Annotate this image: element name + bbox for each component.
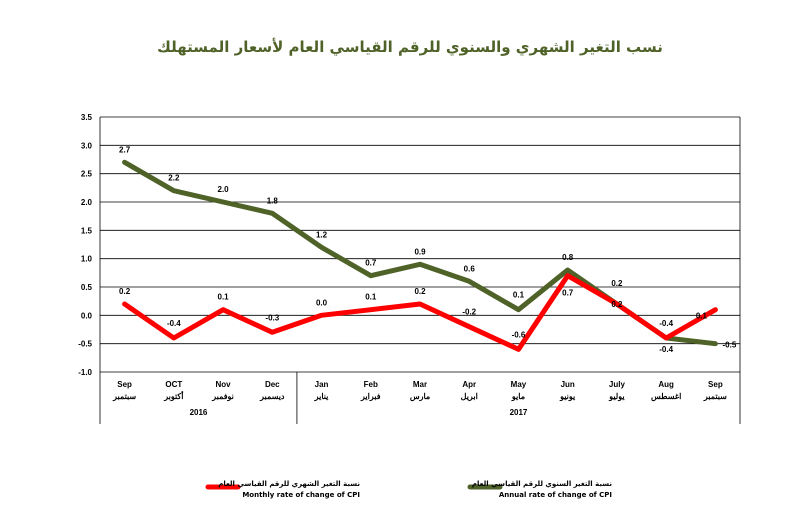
data-labels: 2.7 2.2 2.0 1.8 1.2 0.7 0.9 0.6 0.1 0.8 0.2 -0.4 -0.… [119, 145, 737, 354]
x-tick-label-ar: يونيو [559, 392, 576, 402]
x-tick-label: Jun [561, 380, 575, 389]
x-tick-label-ar: فبراير [360, 392, 381, 402]
data-label: -0.4 [167, 319, 181, 328]
data-label: 0.2 [611, 279, 623, 288]
data-label: -0.4 [659, 345, 673, 354]
data-label: 0.0 [316, 298, 328, 307]
data-label: 0.1 [365, 293, 377, 302]
y-tick-label: 1.0 [81, 255, 93, 264]
data-label: 0.2 [611, 300, 623, 309]
data-label: 0.1 [696, 312, 708, 321]
y-tick-label: -0.5 [78, 340, 92, 349]
data-label: 2.7 [119, 145, 131, 154]
series-line-monthly [122, 273, 718, 352]
legend-label-ar: نسبة التغير الشهري للرقم القياسي العام [218, 480, 360, 488]
x-tick-label: Nov [216, 380, 232, 389]
data-label: 0.7 [562, 289, 574, 298]
data-label: 0.8 [562, 253, 574, 262]
x-tick-label-ar: أكتوبر [163, 389, 183, 402]
y-tick-label: 2.5 [81, 170, 93, 179]
x-tick-label: Sep [117, 380, 132, 389]
data-label: -0.2 [462, 308, 476, 317]
x-tick-label-ar: ديسمبر [259, 392, 285, 402]
legend-label-ar: نسبة التغير السنوي للرقم القياسي العام [472, 480, 612, 488]
x-tick-label-ar: سبتمبر [703, 392, 727, 402]
x-tick-label-ar: مايو [511, 392, 525, 402]
data-label: 0.6 [464, 264, 476, 273]
x-tick-label: Apr [462, 380, 476, 389]
chart-title: نسب التغير الشهري والسنوي للرقم القياسي … [157, 38, 663, 57]
y-tick-label: 1.5 [81, 226, 93, 235]
x-tick-label-ar: مارس [410, 392, 430, 402]
data-label: 0.1 [513, 291, 525, 300]
x-tick-label: Aug [658, 380, 674, 389]
year-label: 2016 [190, 408, 208, 417]
y-tick-label: 0.5 [81, 283, 93, 292]
x-tick-label-ar: ابريل [461, 392, 478, 402]
data-label: 0.2 [414, 287, 426, 296]
x-tick-label: Feb [364, 380, 378, 389]
y-axis: 3.5 3.0 2.5 2.0 1.5 1.0 0.5 0.0 -0.5 -1.0 [78, 113, 92, 377]
x-tick-label-ar: يناير [314, 392, 329, 402]
data-label: -0.5 [722, 341, 736, 350]
grid [99, 116, 741, 373]
legend-label: Monthly rate of change of CPI [242, 491, 360, 499]
y-tick-label: 0.0 [81, 311, 93, 320]
data-label: 0.1 [218, 293, 230, 302]
y-tick-label: 2.0 [81, 198, 93, 207]
data-label: -0.4 [659, 319, 673, 328]
data-label: 0.7 [365, 259, 377, 268]
data-label: 0.9 [414, 247, 426, 256]
data-label: 2.0 [218, 185, 230, 194]
x-tick-label: OCT [165, 380, 182, 389]
x-tick-label-ar: نوفمبر [211, 392, 234, 402]
x-tick-label: July [609, 380, 626, 389]
y-tick-label: 3.0 [81, 141, 93, 150]
x-tick-label: Jan [315, 380, 329, 389]
data-label: -0.6 [512, 330, 526, 339]
data-label: -0.3 [265, 313, 279, 322]
data-label: 1.8 [267, 196, 279, 205]
y-tick-label: -1.0 [78, 368, 92, 377]
x-tick-label: Sep [708, 380, 723, 389]
x-tick-label: Mar [413, 380, 427, 389]
y-tick-label: 3.5 [81, 113, 93, 122]
x-tick-label: May [511, 380, 527, 389]
data-label: 0.2 [119, 287, 131, 296]
x-tick-label-ar: اغسطس [651, 392, 681, 402]
data-label: 1.2 [316, 230, 328, 239]
legend-label: Annual rate of change of CPI [499, 491, 612, 499]
legend: نسبة التغير الشهري للرقم القياسي العام Mo… [205, 480, 612, 499]
data-label: 2.2 [168, 174, 180, 183]
x-tick-label-ar: سبتمبر [112, 392, 136, 402]
x-tick-label-ar: يوليو [608, 392, 625, 402]
series-layer [122, 159, 718, 352]
year-label: 2017 [510, 408, 528, 417]
x-tick-label: Dec [265, 380, 280, 389]
